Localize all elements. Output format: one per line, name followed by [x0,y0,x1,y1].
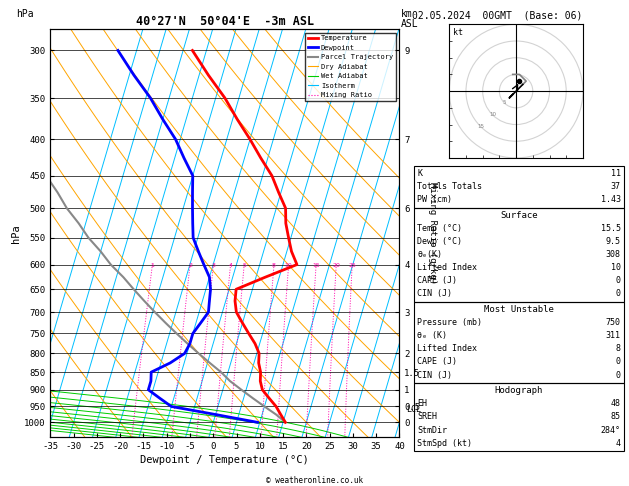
Text: 8: 8 [272,262,276,268]
Text: Temp (°C): Temp (°C) [417,224,462,233]
Text: 02.05.2024  00GMT  (Base: 06): 02.05.2024 00GMT (Base: 06) [412,11,582,21]
Text: 3: 3 [211,262,215,268]
Text: LCL: LCL [406,405,421,414]
Text: 10: 10 [285,262,292,268]
Text: Dewp (°C): Dewp (°C) [417,237,462,246]
Title: 40°27'N  50°04'E  -3m ASL: 40°27'N 50°04'E -3m ASL [136,15,314,28]
Text: © weatheronline.co.uk: © weatheronline.co.uk [266,475,363,485]
Text: θₑ(K): θₑ(K) [417,250,442,259]
Text: StmDir: StmDir [417,426,447,434]
Text: 37: 37 [611,182,621,191]
Text: CAPE (J): CAPE (J) [417,277,457,285]
Text: 5: 5 [503,100,506,105]
Text: 11: 11 [611,169,621,178]
Text: 25: 25 [348,262,356,268]
Text: Lifted Index: Lifted Index [417,345,477,353]
Text: 4: 4 [616,439,621,448]
Text: hPa: hPa [16,9,33,19]
Text: ASL: ASL [401,19,419,29]
Legend: Temperature, Dewpoint, Parcel Trajectory, Dry Adiabat, Wet Adiabat, Isotherm, Mi: Temperature, Dewpoint, Parcel Trajectory… [305,33,396,101]
Text: Totals Totals: Totals Totals [417,182,482,191]
Text: PW (cm): PW (cm) [417,195,452,204]
Text: 308: 308 [606,250,621,259]
Text: CAPE (J): CAPE (J) [417,358,457,366]
Text: 10: 10 [489,112,496,117]
Text: CIN (J): CIN (J) [417,290,452,298]
Text: 10: 10 [611,263,621,272]
Text: km: km [401,9,413,19]
Text: K: K [417,169,422,178]
Y-axis label: hPa: hPa [11,224,21,243]
Text: 1: 1 [150,262,154,268]
Text: Most Unstable: Most Unstable [484,305,554,314]
Text: 0: 0 [616,371,621,380]
Text: CIN (J): CIN (J) [417,371,452,380]
Text: Surface: Surface [500,211,538,220]
Text: 1.43: 1.43 [601,195,621,204]
Text: 0: 0 [616,290,621,298]
Text: EH: EH [417,399,427,408]
Text: Pressure (mb): Pressure (mb) [417,318,482,327]
Text: 4: 4 [228,262,233,268]
Text: 8: 8 [616,345,621,353]
Text: 15: 15 [312,262,320,268]
Text: 284°: 284° [601,426,621,434]
Text: 0: 0 [616,358,621,366]
Text: 20: 20 [332,262,340,268]
Text: 9.5: 9.5 [606,237,621,246]
Text: θₑ (K): θₑ (K) [417,331,447,340]
X-axis label: Dewpoint / Temperature (°C): Dewpoint / Temperature (°C) [140,455,309,466]
Text: 85: 85 [611,413,621,421]
Y-axis label: Mixing Ratio (g/kg): Mixing Ratio (g/kg) [428,182,437,284]
Text: 48: 48 [611,399,621,408]
Text: 311: 311 [606,331,621,340]
Text: StmSpd (kt): StmSpd (kt) [417,439,472,448]
Text: SREH: SREH [417,413,437,421]
Text: Hodograph: Hodograph [495,386,543,395]
Text: Lifted Index: Lifted Index [417,263,477,272]
Text: 750: 750 [606,318,621,327]
Text: 15.5: 15.5 [601,224,621,233]
Text: 5: 5 [242,262,246,268]
Text: 2: 2 [188,262,192,268]
Text: 0: 0 [616,277,621,285]
Text: kt: kt [453,28,462,36]
Text: 15: 15 [477,124,484,129]
